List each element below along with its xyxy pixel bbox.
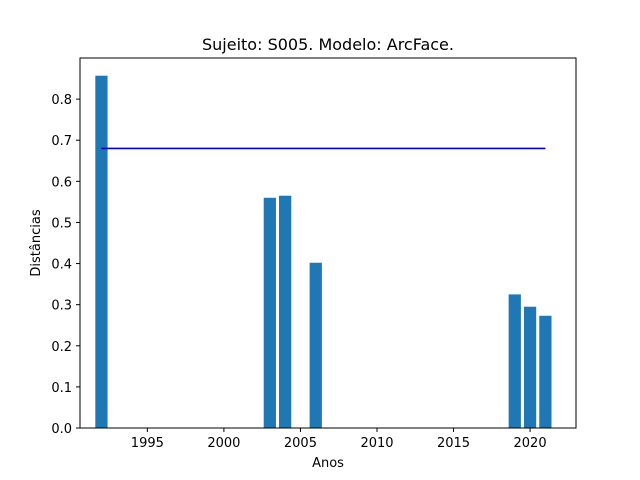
y-tick-label: 0.6 bbox=[51, 175, 72, 190]
y-tick-label: 0.0 bbox=[51, 422, 72, 437]
y-tick-label: 0.2 bbox=[51, 340, 72, 355]
y-tick-label: 0.7 bbox=[51, 134, 72, 149]
x-tick-label: 2020 bbox=[514, 436, 547, 451]
y-tick-label: 0.8 bbox=[51, 93, 72, 108]
y-axis-ticks: 0.0 0.1 0.2 0.3 0.4 0.5 0.6 0.7 0.8 bbox=[51, 93, 80, 437]
bar-2021 bbox=[539, 315, 552, 428]
axes-frame bbox=[79, 57, 577, 429]
bar-2006 bbox=[309, 262, 322, 428]
x-tick-label: 2015 bbox=[437, 436, 470, 451]
y-tick-label: 0.1 bbox=[51, 381, 72, 396]
x-tick-label: 2005 bbox=[284, 436, 317, 451]
bar-2019 bbox=[508, 294, 521, 428]
y-tick-label: 0.4 bbox=[51, 258, 72, 273]
x-axis-label: Anos bbox=[312, 456, 344, 471]
y-tick-label: 0.5 bbox=[51, 216, 72, 231]
y-axis-label: Distâncias bbox=[29, 209, 44, 276]
bar-1992 bbox=[95, 75, 108, 429]
bar-2020 bbox=[523, 306, 537, 428]
bars-group bbox=[95, 75, 552, 429]
bar-2004 bbox=[279, 195, 292, 428]
chart-title: Sujeito: S005. Modelo: ArcFace. bbox=[202, 35, 454, 54]
x-tick-label: 1995 bbox=[131, 436, 164, 451]
x-tick-label: 2000 bbox=[207, 436, 240, 451]
y-tick-label: 0.3 bbox=[51, 299, 72, 314]
bar-2003 bbox=[263, 197, 276, 428]
x-tick-label: 2010 bbox=[360, 436, 393, 451]
x-axis-ticks: 1995 2000 2005 2010 2015 2020 bbox=[131, 428, 547, 451]
